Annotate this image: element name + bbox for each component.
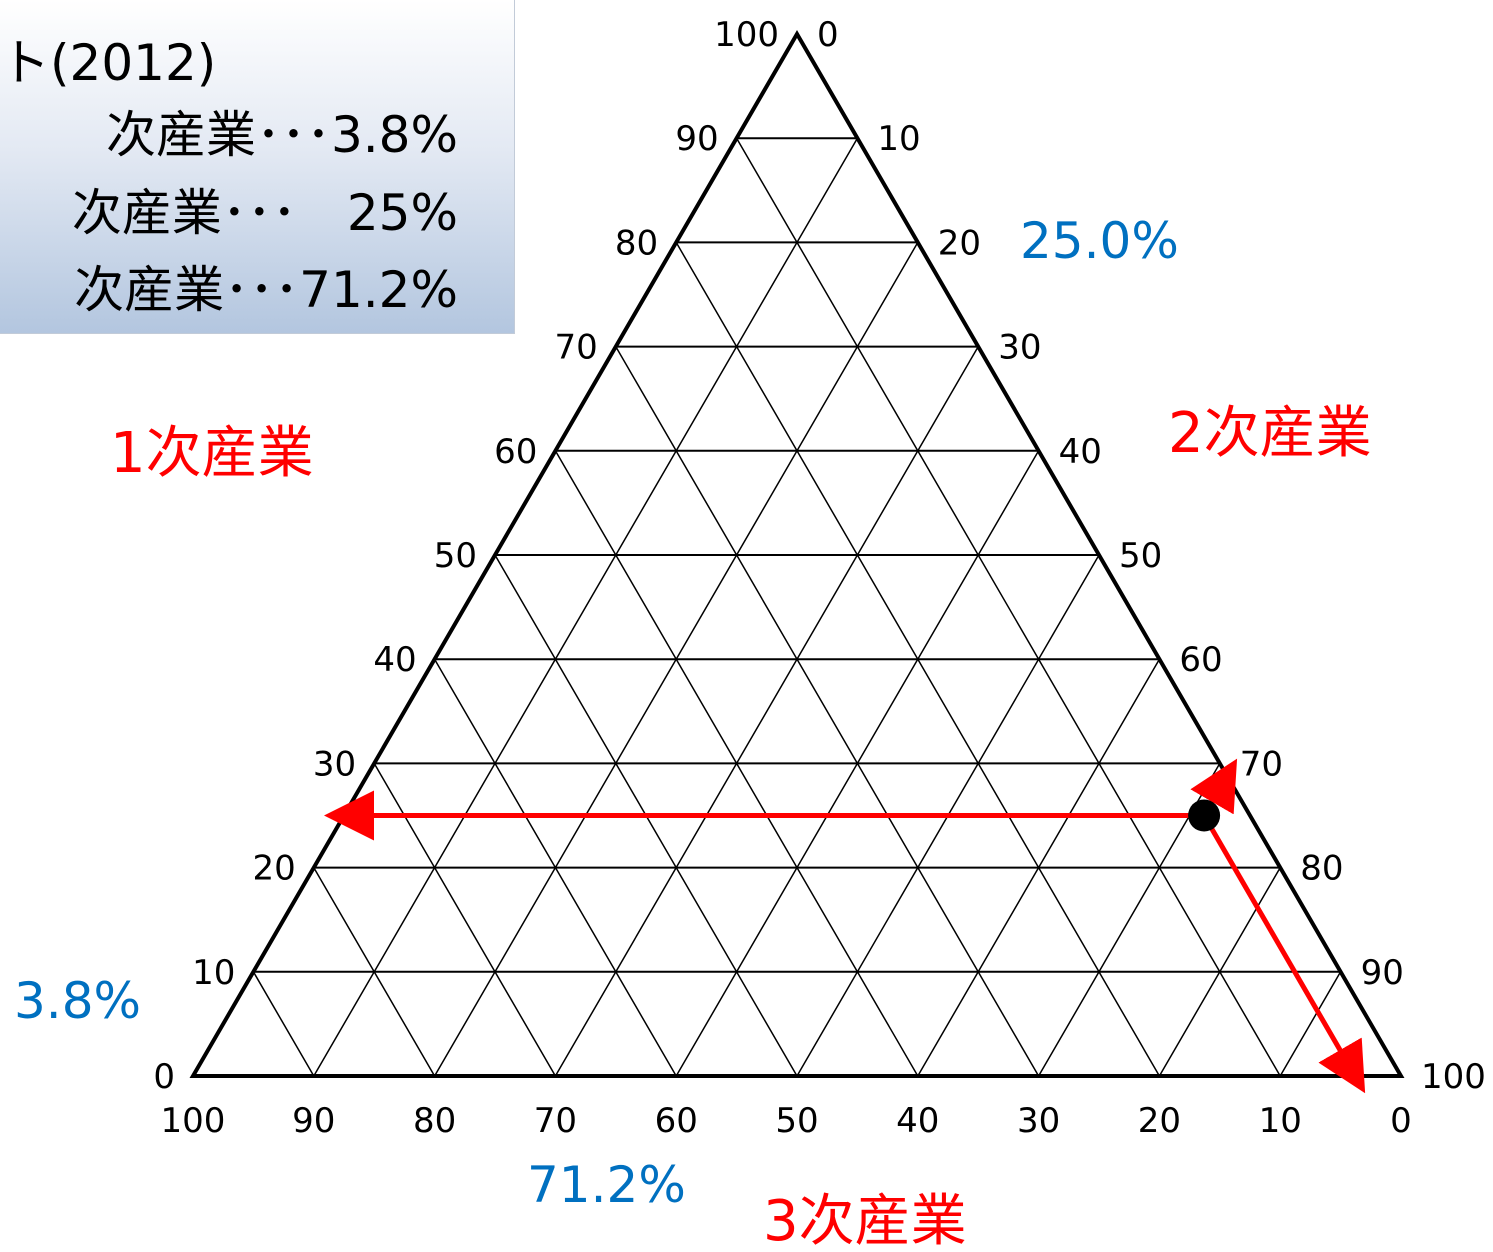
tick-label-tertiary: 60 [655,1101,698,1141]
tick-label-tertiary: 10 [1259,1101,1302,1141]
tick-label-secondary: 100 [1421,1057,1486,1097]
grid-line-primary [373,763,557,1077]
tick-label-secondary: 0 [817,15,839,55]
tick-label-tertiary: 20 [1138,1101,1181,1141]
triangle-outline [189,30,1405,1078]
arrow-to-tertiary-axis [1207,824,1366,1094]
tick-label-primary: 90 [675,119,718,159]
tick-label-tertiary: 90 [292,1101,335,1141]
data-point-layer [1188,799,1221,832]
guide-arrows [324,758,1366,1094]
tick-label-tertiary: 80 [413,1101,456,1141]
tick-label-primary: 20 [253,849,296,889]
grid-line-tertiary [1158,867,1281,1077]
value-label-tertiary: 71.2% [527,1156,686,1214]
tick-label-primary: 10 [192,953,235,993]
tick-label-primary: 80 [615,223,658,263]
tick-label-primary: 0 [153,1057,175,1097]
tick-label-primary: 50 [434,536,477,576]
legend-line-secondary: 次産業･･･ 25% [71,184,458,242]
value-label-secondary: 25.0% [1020,212,1179,270]
tick-label-secondary: 90 [1361,953,1404,993]
grid-line-tertiary [1279,971,1342,1077]
legend-box: ト(2012) 次産業･･･3.8% 次産業･･･ 25% 次産業･･･71.2… [0,0,515,334]
axis-title-tertiary: 3次産業 [763,1189,967,1252]
tick-label-secondary: 40 [1059,432,1102,472]
tick-label-secondary: 60 [1179,640,1222,680]
grid-line-tertiary [554,346,979,1077]
tick-label-primary: 60 [494,432,537,472]
tick-label-secondary: 50 [1119,536,1162,576]
grid-layer [252,137,1342,1077]
tick-label-primary: 100 [714,15,779,55]
tick-label-tertiary: 50 [775,1101,818,1141]
grid-line-primary [252,971,315,1077]
tick-label-tertiary: 30 [1017,1101,1060,1141]
tick-label-secondary: 70 [1240,744,1283,784]
tick-label-tertiary: 40 [896,1101,939,1141]
tick-label-secondary: 10 [877,119,920,159]
axis-title-secondary: 2次産業 [1168,401,1372,466]
tick-label-primary: 30 [313,744,356,784]
legend-title: ト(2012) [0,34,217,92]
tick-label-secondary: 80 [1300,849,1343,889]
tick-label-secondary: 30 [998,328,1041,368]
tick-label-tertiary: 100 [161,1101,226,1141]
tick-label-secondary: 20 [938,223,981,263]
tick-label-tertiary: 70 [534,1101,577,1141]
value-label-primary: 3.8% [14,972,141,1030]
grid-line-tertiary [313,137,859,1077]
data-point [1188,799,1221,832]
grid-line-primary [615,346,1040,1077]
grid-line-primary [313,867,436,1077]
grid-line-tertiary [917,658,1161,1077]
legend-line-tertiary: 次産業･･･71.2% [74,261,458,319]
arrow-to-secondary-axis [1190,758,1238,815]
tick-label-primary: 40 [373,640,416,680]
grid-line-primary [433,658,677,1077]
grid-line-primary [735,137,1281,1077]
triangle-border [189,30,1405,1078]
legend-line-primary: 次産業･･･3.8% [105,106,458,164]
axis-title-primary: 1次産業 [110,421,314,486]
tick-label-tertiary: 0 [1390,1101,1412,1141]
tick-label-primary: 70 [555,328,598,368]
